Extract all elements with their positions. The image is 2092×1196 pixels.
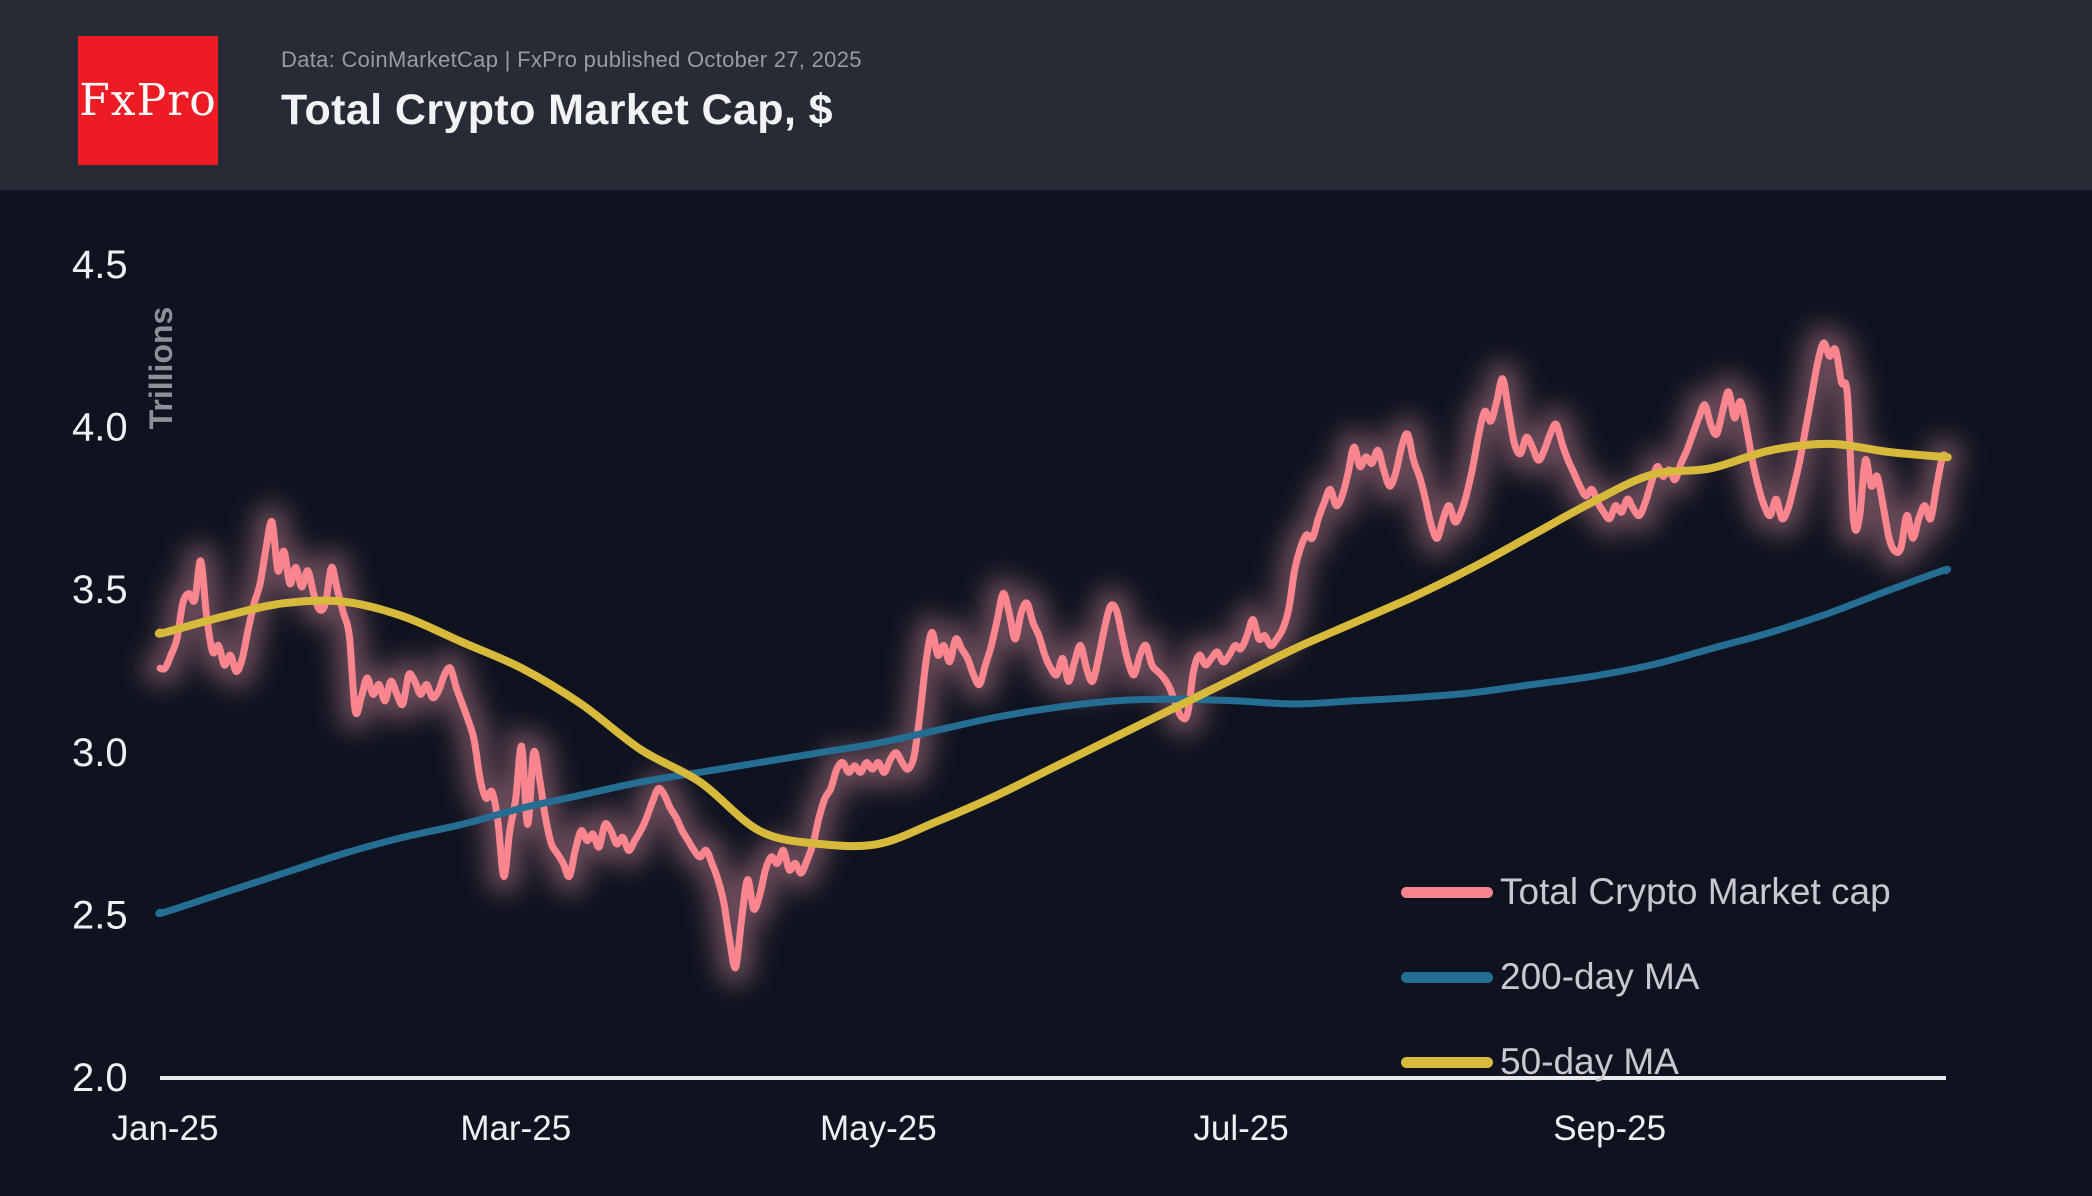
ma50-line: [154, 439, 1952, 851]
x-tick-label: Mar-25: [460, 1109, 571, 1148]
x-axis-tick-labels: Jan-25 Mar-25 May-25 Jul-25 Sep-25: [111, 1109, 1666, 1148]
y-tick-label: 3.5: [72, 568, 128, 612]
y-tick-label: 3.0: [72, 731, 128, 775]
page-title: Total Crypto Market Cap, $: [281, 86, 833, 134]
legend-label-ma200: 200-day MA: [1500, 956, 1700, 997]
y-tick-label: 2.0: [72, 1056, 128, 1100]
x-tick-label: Jul-25: [1193, 1109, 1288, 1148]
ma200-swatch-icon: [1401, 971, 1493, 983]
fxpro-logo-text: FxPro: [79, 75, 217, 126]
legend-label-total-crypto: Total Crypto Market cap: [1500, 871, 1891, 912]
total-crypto-swatch-icon: [1401, 886, 1493, 898]
y-tick-label: 4.0: [72, 406, 128, 450]
x-tick-label: May-25: [820, 1109, 937, 1148]
legend-label-ma50: 50-day MA: [1500, 1041, 1679, 1082]
fxpro-logo: FxPro: [78, 36, 218, 165]
y-axis-title: Trillions: [143, 307, 179, 430]
x-tick-label: Sep-25: [1553, 1109, 1666, 1148]
data-source-caption: Data: CoinMarketCap | FxPro published Oc…: [281, 47, 862, 72]
header-bar: FxPro Data: CoinMarketCap | FxPro publis…: [0, 0, 2092, 190]
ma50-swatch-icon: [1401, 1056, 1493, 1068]
y-tick-label: 4.5: [72, 243, 128, 287]
legend-item-ma50: 50-day MA: [1401, 1037, 1891, 1087]
header-text-block: Data: CoinMarketCap | FxPro published Oc…: [281, 47, 862, 135]
y-tick-label: 2.5: [72, 893, 128, 937]
x-tick-label: Jan-25: [111, 1109, 218, 1148]
legend-item-ma200: 200-day MA: [1401, 952, 1891, 1002]
y-axis-tick-labels: 2.0 2.5 3.0 3.5 4.0 4.5: [72, 243, 128, 1100]
chart-legend: Total Crypto Market cap 200-day MA 50-da…: [1401, 867, 1891, 1087]
legend-item-total-crypto: Total Crypto Market cap: [1401, 867, 1891, 917]
ma200-line: [155, 565, 1952, 918]
total-crypto-line: [156, 339, 1950, 972]
